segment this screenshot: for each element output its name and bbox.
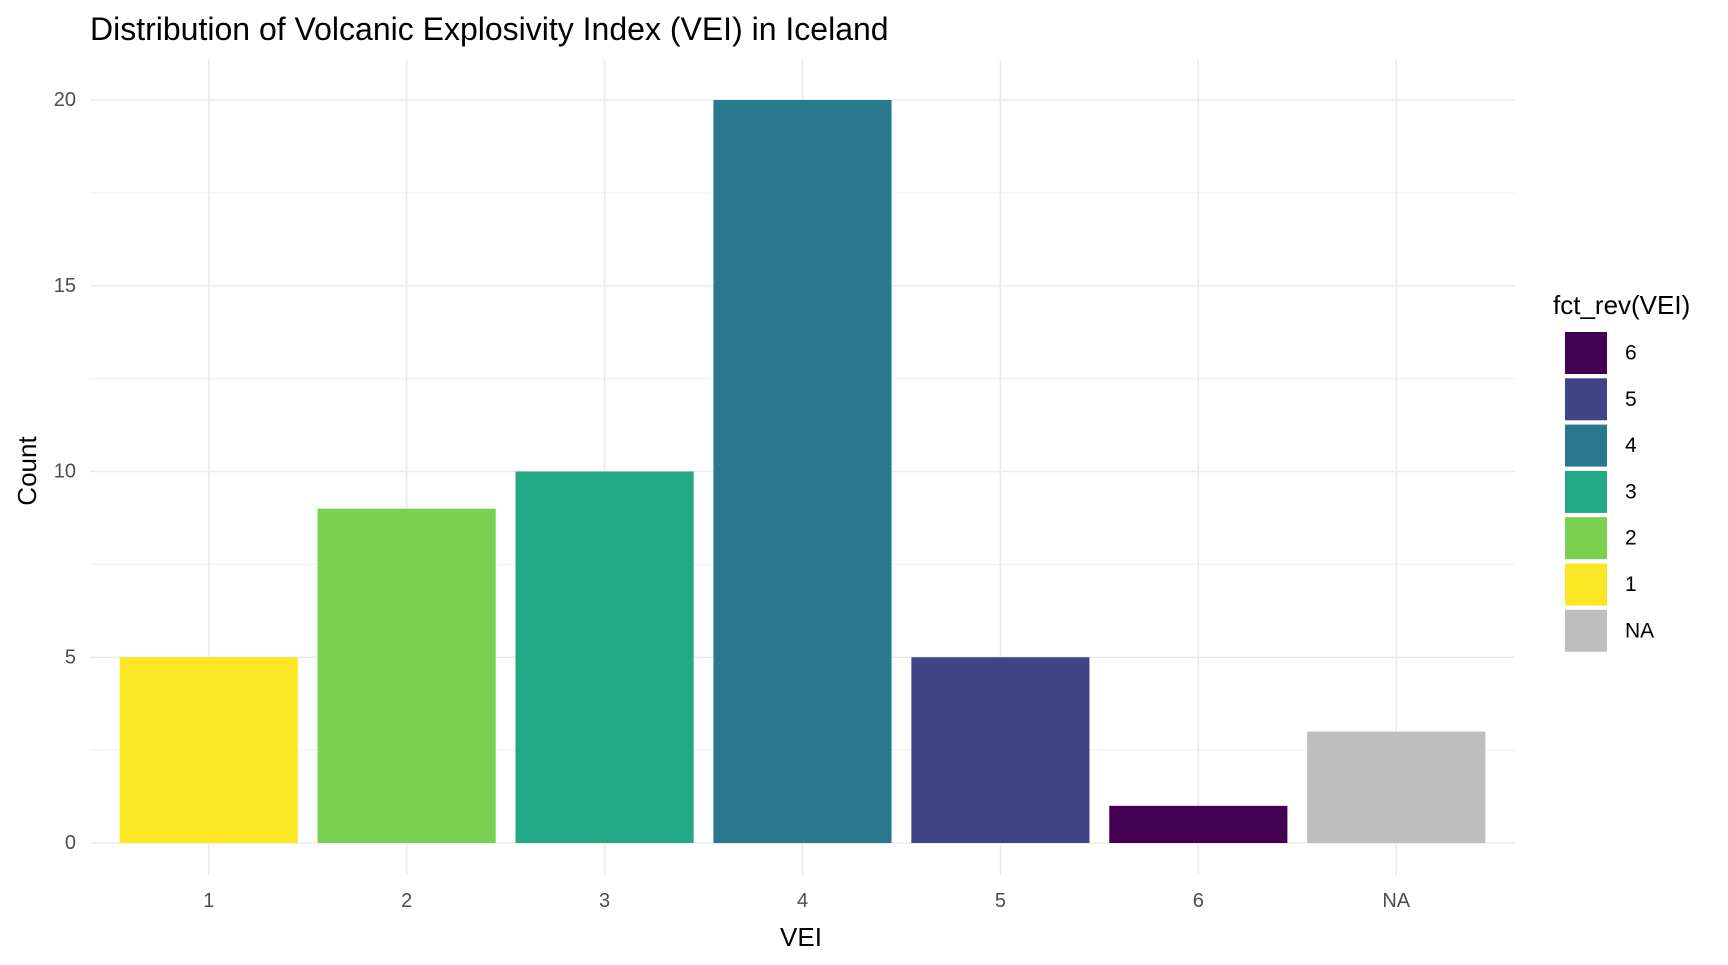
chart-title: Distribution of Volcanic Explosivity Ind… bbox=[90, 11, 889, 47]
legend-label: 2 bbox=[1625, 527, 1637, 550]
bar-1 bbox=[119, 657, 298, 843]
y-tick-label: 20 bbox=[54, 89, 76, 111]
legend-key bbox=[1565, 424, 1607, 467]
legend-label: 4 bbox=[1625, 434, 1637, 457]
bars bbox=[119, 100, 1486, 843]
legend-label: 5 bbox=[1625, 388, 1637, 411]
legend-title: fct_rev(VEI) bbox=[1553, 290, 1690, 320]
y-tick-label: 5 bbox=[65, 646, 76, 668]
x-tick-label: 2 bbox=[401, 890, 412, 912]
legend: fct_rev(VEI) 6 5 4 3 2 1 NA bbox=[1553, 290, 1690, 652]
y-tick-label: 10 bbox=[54, 461, 76, 483]
legend-key bbox=[1565, 470, 1607, 513]
y-axis-title: Count bbox=[12, 436, 42, 506]
bar-3 bbox=[515, 471, 694, 843]
legend-key bbox=[1565, 332, 1607, 374]
bar-4 bbox=[713, 100, 892, 843]
legend-label: 6 bbox=[1625, 342, 1637, 365]
legend-key bbox=[1565, 517, 1607, 560]
x-tick-label: NA bbox=[1382, 890, 1410, 912]
legend-key bbox=[1565, 563, 1607, 606]
x-tick-label: 4 bbox=[797, 890, 808, 912]
x-tick-label: 3 bbox=[599, 890, 610, 912]
x-tick-label: 1 bbox=[203, 890, 214, 912]
y-tick-label: 0 bbox=[65, 832, 76, 854]
bar-na bbox=[1307, 731, 1486, 843]
legend-label: 1 bbox=[1625, 573, 1637, 596]
bar-5 bbox=[911, 657, 1090, 843]
legend-label: 3 bbox=[1625, 480, 1637, 503]
legend-label: NA bbox=[1625, 619, 1654, 642]
x-tick-label: 6 bbox=[1193, 890, 1204, 912]
legend-key bbox=[1565, 609, 1607, 652]
legend-key bbox=[1565, 378, 1607, 421]
x-axis-ticks: 1 2 3 4 5 6 NA bbox=[203, 890, 1411, 912]
y-tick-label: 15 bbox=[54, 275, 76, 297]
y-axis-ticks: 0 5 10 15 20 bbox=[54, 89, 76, 854]
bar-6 bbox=[1109, 805, 1288, 843]
x-axis-title: VEI bbox=[780, 922, 822, 952]
x-tick-label: 5 bbox=[995, 890, 1006, 912]
bar-2 bbox=[317, 508, 496, 843]
legend-items: 6 5 4 3 2 1 NA bbox=[1565, 332, 1654, 652]
